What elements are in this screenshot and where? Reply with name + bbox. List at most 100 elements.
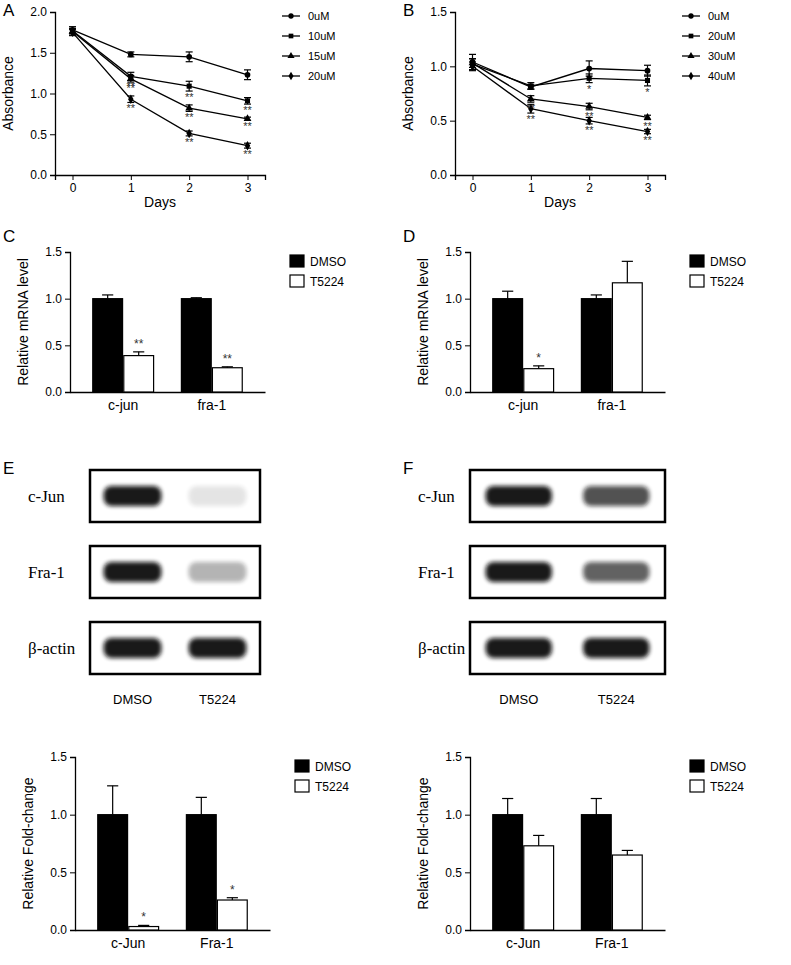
tick-label: 0 xyxy=(470,181,477,195)
bar xyxy=(612,855,642,930)
tick-label: 0.0 xyxy=(45,385,62,399)
tick-label: 0.0 xyxy=(50,923,67,937)
tick: Fra-1 xyxy=(595,930,629,951)
tick-mark xyxy=(70,872,75,873)
tick-label: 1.0 xyxy=(445,808,462,822)
axis-line xyxy=(65,253,71,393)
significance: ** xyxy=(185,136,194,148)
tick: 0.5 xyxy=(50,866,75,880)
plot-area xyxy=(69,27,252,151)
error-bar xyxy=(502,291,513,298)
error-bar xyxy=(222,366,233,368)
tick-label: 1.0 xyxy=(445,292,462,306)
tick: c-Jun xyxy=(111,930,145,951)
bar xyxy=(124,356,154,392)
tick-mark xyxy=(50,175,55,176)
tick-label: 0.5 xyxy=(445,866,462,880)
tick-label: Fra-1 xyxy=(595,935,629,951)
error-bar xyxy=(533,366,544,369)
tick-label: 0.0 xyxy=(30,168,47,182)
y-axis: 0.00.51.01.5 xyxy=(45,245,70,399)
tick-mark xyxy=(450,12,455,13)
y-axis-title: Relative Fold-change xyxy=(20,777,36,910)
tick: fra-1 xyxy=(597,392,626,413)
legend-label: 40uM xyxy=(708,70,736,82)
axis-line xyxy=(471,392,666,393)
x-axis: 0123 xyxy=(456,175,666,195)
tick: 1.5 xyxy=(430,5,455,19)
tick-label: fra-1 xyxy=(197,397,226,413)
x-axis: c-JunFra-1 xyxy=(471,930,666,951)
legend-entry: DMSO xyxy=(295,760,351,774)
error-bar xyxy=(138,925,149,926)
error-bar xyxy=(591,295,602,299)
bar xyxy=(98,815,128,930)
series-line xyxy=(473,64,648,86)
axis-line xyxy=(465,253,471,393)
tick-label: 1.0 xyxy=(430,60,447,74)
error-bar xyxy=(591,799,602,815)
legend-marker xyxy=(689,34,694,39)
tick: 1.5 xyxy=(45,245,70,259)
bar xyxy=(129,927,159,930)
tick: 0.0 xyxy=(430,168,455,182)
tick: 0.0 xyxy=(445,385,470,399)
tick-label: 1.5 xyxy=(445,750,462,764)
plot-area xyxy=(93,295,242,392)
series-line xyxy=(473,66,648,131)
tick-mark xyxy=(648,175,649,180)
point xyxy=(245,98,250,103)
bar xyxy=(186,815,216,930)
significance: ** xyxy=(585,124,594,136)
tick-mark xyxy=(73,175,74,180)
axis-line xyxy=(450,13,456,176)
legend-label: 10uM xyxy=(308,30,336,42)
figure: A0.00.51.01.52.00123AbsorbanceDays0uM***… xyxy=(0,0,791,965)
tick: 3 xyxy=(245,175,252,195)
tick: 3 xyxy=(645,175,652,195)
error-bar xyxy=(622,261,633,282)
tick-mark xyxy=(531,175,532,180)
legend-marker xyxy=(688,13,693,18)
tick: 0.0 xyxy=(30,168,55,182)
point xyxy=(527,94,535,101)
tick-label: 2 xyxy=(186,181,193,195)
legend-label: 15uM xyxy=(308,50,336,62)
point xyxy=(585,102,593,109)
legend-label: T5224 xyxy=(710,780,744,794)
tick: c-jun xyxy=(108,392,138,413)
tick-label: Fra-1 xyxy=(200,935,234,951)
blot-band xyxy=(583,562,649,582)
error-bar xyxy=(196,797,207,814)
bar xyxy=(581,299,611,392)
tick-label: 0.5 xyxy=(45,339,62,353)
tick-label: 1.5 xyxy=(430,5,447,19)
error-bar xyxy=(586,74,593,83)
significance: * xyxy=(587,83,592,95)
tick-mark xyxy=(589,175,590,180)
bar xyxy=(181,299,211,392)
legend-label: DMSO xyxy=(710,760,746,774)
legend-swatch xyxy=(290,275,304,287)
tick-label: 0.0 xyxy=(445,923,462,937)
legend-entry: T5224 xyxy=(690,780,744,794)
significance: * xyxy=(645,86,650,98)
legend-entry: 0uM xyxy=(282,10,329,22)
tick-label: 0.0 xyxy=(430,168,447,182)
legend-entry: T5224 xyxy=(290,275,344,289)
tick-label: 1.0 xyxy=(30,87,47,101)
legend-marker xyxy=(287,52,294,58)
tick: 0.5 xyxy=(30,128,55,142)
axis-line xyxy=(456,176,666,181)
tick: 1.0 xyxy=(445,808,470,822)
legend-label: 0uM xyxy=(308,10,329,22)
point xyxy=(128,52,134,58)
panel-label: A xyxy=(3,1,15,20)
x-axis-title: Days xyxy=(144,194,176,210)
significance: ** xyxy=(127,102,136,114)
plot-area xyxy=(469,54,652,136)
tick: 0.0 xyxy=(50,923,75,937)
legend-marker xyxy=(289,34,294,39)
blot-band xyxy=(583,638,649,658)
axis-line xyxy=(50,13,56,176)
